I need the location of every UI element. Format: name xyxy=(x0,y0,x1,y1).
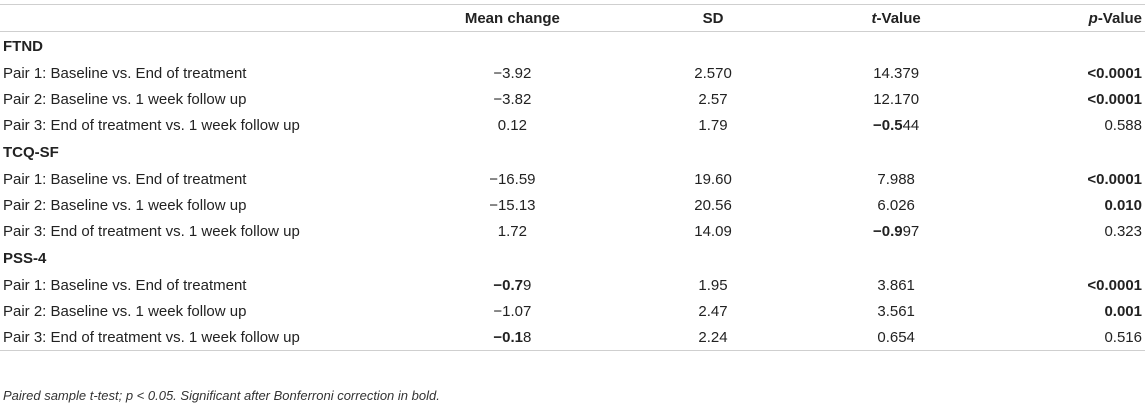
mean-change-value: 1.72 xyxy=(497,222,527,240)
table-footnote: Paired sample t-test; p < 0.05. Signific… xyxy=(3,388,440,403)
row-label: Pair 2: Baseline vs. 1 week follow up xyxy=(3,302,247,320)
p-value-cell: <0.0001 xyxy=(1087,90,1142,108)
sd-cell: 1.79 xyxy=(698,116,728,134)
t-value-cell: 0.654 xyxy=(803,324,989,351)
t-value: 14.379 xyxy=(873,64,920,82)
sd-cell: 20.56 xyxy=(694,196,732,214)
table-row: Pair 2: Baseline vs. 1 week follow up −3.… xyxy=(0,86,1145,112)
table-row: Pair 3: End of treatment vs. 1 week foll… xyxy=(0,324,1145,351)
sd-cell: 2.24 xyxy=(622,324,804,351)
row-label: Pair 3: End of treatment vs. 1 week foll… xyxy=(0,324,402,351)
header-p-rest: -Value xyxy=(1097,9,1142,27)
p-value-cell: 0.001 xyxy=(1104,302,1142,320)
p-value-cell: <0.0001 xyxy=(1087,64,1142,82)
t-value-cell: −0.544 xyxy=(803,112,989,138)
t-value: 6.026 xyxy=(877,196,915,214)
header-t-value: t-Value xyxy=(803,4,989,32)
p-value-cell: 0.516 xyxy=(988,324,1145,351)
mean-change-cell: 1.72 xyxy=(402,218,623,244)
row-label: Pair 2: Baseline vs. 1 week follow up xyxy=(3,90,247,108)
mean-change-tail: 8 xyxy=(523,328,532,346)
row-label: Pair 1: Baseline vs. End of treatment xyxy=(3,276,247,294)
table-row: Pair 1: Baseline vs. End of treatment −0.… xyxy=(0,272,1145,298)
header-row: Mean change SD t-Value p-Value xyxy=(0,4,1145,32)
t-value: 3.561 xyxy=(877,302,915,320)
header-t-rest: -Value xyxy=(876,9,921,27)
mean-change-value: −0.7 xyxy=(493,276,523,294)
table-body: FTND Pair 1: Baseline vs. End of treatmen… xyxy=(0,32,1145,351)
row-label: Pair 1: Baseline vs. End of treatment xyxy=(3,64,247,82)
sd-cell: 2.57 xyxy=(698,90,728,108)
t-value: 0.654 xyxy=(877,328,915,346)
mean-change-value: −3.92 xyxy=(493,64,532,82)
mean-change-cell: −1.07 xyxy=(402,298,623,324)
table-row: Pair 3: End of treatment vs. 1 week foll… xyxy=(0,112,1145,138)
table-row: Pair 2: Baseline vs. 1 week follow up −15… xyxy=(0,192,1145,218)
mean-change-value: −0.1 xyxy=(493,328,523,346)
table-row: Pair 1: Baseline vs. End of treatment −16… xyxy=(0,166,1145,192)
section-row: PSS-4 xyxy=(0,244,1145,272)
table-row: Pair 3: End of treatment vs. 1 week foll… xyxy=(0,218,1145,244)
section-title: TCQ-SF xyxy=(3,143,59,161)
section-row: TCQ-SF xyxy=(0,138,1145,166)
t-value-cell: 12.170 xyxy=(803,86,989,112)
t-value-cell: 14.379 xyxy=(803,60,989,86)
table-row: Pair 2: Baseline vs. 1 week follow up −1.… xyxy=(0,298,1145,324)
mean-change-value: 0.12 xyxy=(497,116,527,134)
t-value-cell: 7.988 xyxy=(803,166,989,192)
p-value-cell: 0.588 xyxy=(1104,116,1142,134)
mean-change-value: −16.59 xyxy=(489,170,536,188)
t-value-cell: 6.026 xyxy=(803,192,989,218)
sd-cell: 19.60 xyxy=(694,170,732,188)
p-value-cell: <0.0001 xyxy=(1087,170,1142,188)
mean-change-cell: −16.59 xyxy=(402,166,623,192)
mean-change-cell: −15.13 xyxy=(402,192,623,218)
sd-cell: 2.47 xyxy=(698,302,728,320)
row-label: Pair 3: End of treatment vs. 1 week foll… xyxy=(3,222,300,240)
header-p-italic: p xyxy=(1088,9,1098,27)
mean-change-cell: −3.92 xyxy=(402,60,623,86)
header-sd: SD xyxy=(622,4,804,32)
header-t-italic: t xyxy=(871,9,877,27)
results-table: Mean change SD t-Value p-Value FTND Pair … xyxy=(0,4,1145,351)
sd-cell: 2.570 xyxy=(694,64,732,82)
section-row: FTND xyxy=(0,32,1145,61)
mean-change-value: −1.07 xyxy=(493,302,532,320)
p-value-cell: <0.0001 xyxy=(1087,276,1142,294)
header-p-value: p-Value xyxy=(988,4,1145,32)
t-value-tail: 97 xyxy=(902,222,920,240)
t-value: −0.5 xyxy=(872,116,903,134)
t-value: 12.170 xyxy=(873,90,920,108)
row-label: Pair 3: End of treatment vs. 1 week foll… xyxy=(3,116,300,134)
table-header: Mean change SD t-Value p-Value xyxy=(0,4,1145,32)
mean-change-value: −3.82 xyxy=(493,90,532,108)
header-label xyxy=(0,4,402,32)
t-value-tail: 44 xyxy=(902,116,920,134)
section-title: FTND xyxy=(3,37,43,55)
sd-cell: 14.09 xyxy=(694,222,732,240)
t-value: −0.9 xyxy=(872,222,903,240)
t-value-cell: 3.861 xyxy=(803,272,989,298)
t-value-cell: −0.997 xyxy=(803,218,989,244)
t-value: 3.861 xyxy=(877,276,915,294)
section-title: PSS-4 xyxy=(3,249,47,267)
t-value: 7.988 xyxy=(877,170,915,188)
mean-change-cell: −0.79 xyxy=(402,272,623,298)
mean-change-tail: 9 xyxy=(523,276,532,294)
t-value-cell: 3.561 xyxy=(803,298,989,324)
p-value-cell: 0.010 xyxy=(1104,196,1142,214)
sd-cell: 1.95 xyxy=(698,276,728,294)
table-row: Pair 1: Baseline vs. End of treatment −3.… xyxy=(0,60,1145,86)
row-label: Pair 2: Baseline vs. 1 week follow up xyxy=(3,196,247,214)
mean-change-cell: 0.12 xyxy=(402,112,623,138)
mean-change-cell: −3.82 xyxy=(402,86,623,112)
row-label: Pair 1: Baseline vs. End of treatment xyxy=(3,170,247,188)
mean-change-value: −15.13 xyxy=(489,196,536,214)
header-mean-change: Mean change xyxy=(401,4,623,32)
p-value-cell: 0.323 xyxy=(1104,222,1142,240)
mean-change-cell: −0.18 xyxy=(401,324,623,351)
